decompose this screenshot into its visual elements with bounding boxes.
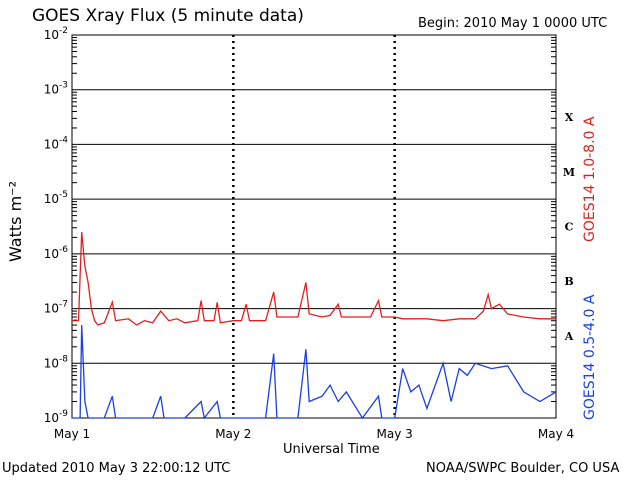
chart-title: GOES Xray Flux (5 minute data): [32, 6, 304, 26]
y-tick-label: 10-4: [44, 135, 69, 151]
y-tick-label: 10-6: [44, 245, 69, 261]
x-axis-label: Universal Time: [283, 442, 380, 457]
flare-class-label: A: [564, 330, 574, 343]
x-tick-label: May 4: [538, 427, 574, 441]
series-line-short: [72, 324, 557, 420]
y-tick-label: 10-9: [44, 409, 69, 425]
y-tick-label: 10-3: [44, 81, 68, 97]
flare-class-label: C: [565, 221, 574, 234]
y-tick-label: 10-7: [44, 300, 68, 316]
y-tick-label: 10-2: [44, 26, 68, 42]
updated-timestamp: Updated 2010 May 3 22:00:12 UTC: [2, 461, 231, 476]
begin-time: Begin: 2010 May 1 0000 UTC: [418, 16, 608, 31]
flare-class-label: X: [565, 111, 574, 124]
x-tick-label: May 2: [215, 427, 251, 441]
flare-class-label: B: [564, 275, 573, 288]
series-label-short: GOES14 0.5-4.0 A: [582, 294, 598, 420]
series-line-long: [71, 232, 556, 326]
plot-frame: [71, 34, 557, 419]
flare-class-label: M: [563, 166, 575, 179]
x-tick-label: May 3: [377, 427, 413, 441]
x-tick-label: May 1: [54, 427, 90, 441]
y-tick-label: 10-5: [44, 190, 68, 206]
credit-text: NOAA/SWPC Boulder, CO USA: [426, 461, 620, 476]
y-tick-label: 10-8: [44, 354, 69, 370]
series-label-long: GOES14 1.0-8.0 A: [582, 116, 598, 242]
